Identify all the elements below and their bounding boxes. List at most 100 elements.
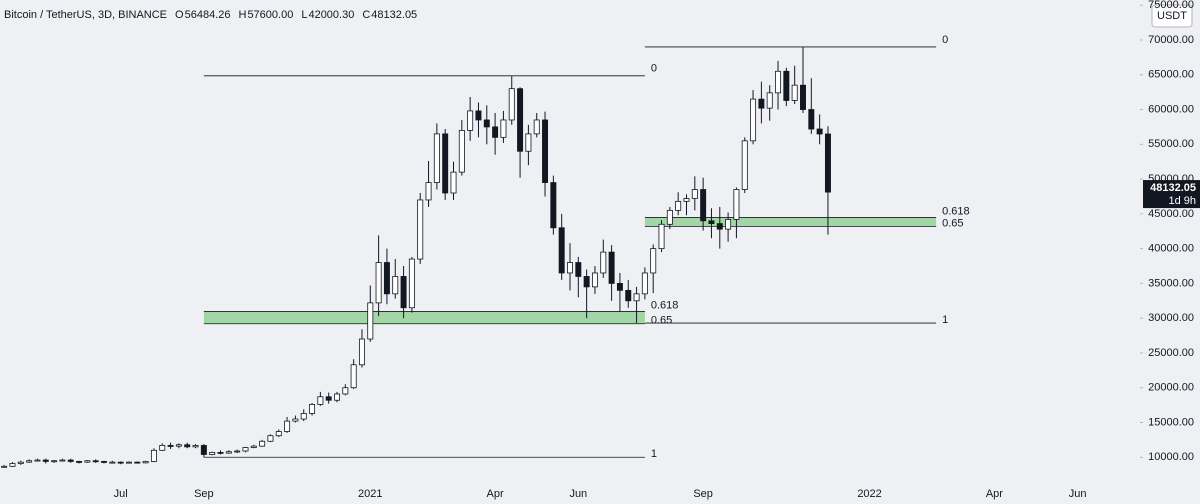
candle-body	[641, 272, 648, 295]
candle-body	[267, 435, 274, 442]
candle-body	[150, 449, 157, 462]
fib-label: 0.65	[942, 217, 963, 229]
ohlc-value: 57600.00	[247, 9, 293, 21]
y-tick-label: 30000.00	[1148, 312, 1194, 324]
fib-label: 0.618	[942, 205, 970, 217]
candle-body	[475, 110, 482, 121]
candle-body	[666, 209, 673, 225]
candle-body	[716, 223, 723, 230]
ohlc-letter: L	[301, 9, 307, 21]
candle-body	[824, 133, 831, 193]
fib-label: 1	[942, 314, 948, 326]
candle-body	[134, 461, 141, 464]
fib-zone	[644, 217, 937, 227]
ohlc-value: 48132.05	[371, 9, 417, 21]
candle-body	[325, 396, 332, 401]
candle-body	[67, 459, 74, 462]
countdown-label: 1d 9h	[1168, 195, 1196, 207]
candle-body	[725, 219, 732, 230]
candle-body	[125, 461, 132, 464]
candle-body	[800, 84, 806, 110]
y-tick-label: 70000.00	[1148, 34, 1194, 46]
candle-body	[442, 133, 449, 194]
candle-body	[1, 465, 8, 468]
candle-body	[650, 248, 657, 274]
candle-body	[575, 262, 582, 277]
candle-body	[600, 251, 607, 274]
candle-body	[467, 110, 474, 131]
x-tick-label: Jun	[569, 488, 587, 500]
candle-body	[658, 223, 665, 250]
candle-body	[92, 460, 99, 463]
candle-body	[558, 227, 565, 274]
candle-body	[175, 444, 182, 447]
candle-body	[533, 119, 540, 135]
candle-body	[408, 258, 415, 309]
candle-body	[417, 199, 424, 260]
y-tick-label: 40000.00	[1148, 243, 1194, 255]
ohlc-letter: C	[362, 9, 370, 21]
x-tick-label: Jun	[1069, 488, 1087, 500]
candle-body	[567, 262, 573, 274]
candle-body	[209, 451, 216, 455]
candle-body	[242, 447, 249, 452]
ohlc-value: 42000.30	[308, 9, 354, 21]
candle-body	[450, 171, 457, 194]
candle-body	[508, 88, 515, 121]
candle-body	[184, 444, 191, 448]
candle-body	[791, 84, 798, 101]
currency: USDT	[1157, 10, 1187, 22]
x-tick-label: 2022	[857, 488, 881, 500]
candle-body	[741, 140, 748, 190]
candle-body	[816, 128, 823, 135]
candle-body	[225, 451, 232, 454]
candle-body	[284, 420, 291, 432]
candle-body	[358, 338, 365, 366]
candle-body	[392, 276, 399, 295]
candle-body	[542, 119, 549, 183]
x-tick-label: Apr	[487, 488, 504, 500]
candle-body	[616, 283, 623, 291]
y-tick-label: 20000.00	[1148, 382, 1194, 394]
candle-body	[633, 293, 640, 302]
y-tick-label: 15000.00	[1148, 416, 1194, 428]
candle-body	[550, 182, 557, 229]
fib-label: 1	[651, 448, 657, 460]
candle-body	[309, 404, 316, 414]
fib-zone	[203, 311, 645, 324]
candle-body	[375, 262, 382, 304]
candle-body	[808, 109, 815, 130]
candle-body	[42, 459, 49, 462]
candle-body	[159, 445, 166, 451]
candle-body	[625, 289, 632, 302]
candle-body	[500, 119, 507, 138]
candle-body	[317, 396, 324, 405]
y-tick-label: 65000.00	[1148, 69, 1194, 81]
candle-body	[117, 461, 124, 464]
x-tick-label: Sep	[693, 488, 713, 500]
x-tick-label: Apr	[986, 488, 1003, 500]
candle-body	[26, 460, 33, 463]
candle-body	[492, 126, 499, 138]
y-tick-label: 60000.00	[1148, 103, 1194, 115]
y-tick-label: 10000.00	[1148, 451, 1194, 463]
y-tick-label: 25000.00	[1148, 347, 1194, 359]
candle-body	[17, 461, 24, 464]
candle-body	[101, 461, 107, 463]
candle-body	[675, 200, 682, 211]
candle-body	[517, 88, 524, 152]
candle-body	[525, 133, 532, 152]
ohlc-letter: H	[238, 9, 246, 21]
y-tick-label: 55000.00	[1148, 138, 1194, 150]
x-tick-label: 2021	[358, 488, 382, 500]
candle-body	[292, 418, 299, 422]
candle-body	[217, 451, 224, 454]
fib-label: 0	[942, 34, 948, 46]
candle-body	[400, 276, 407, 309]
candle-body	[367, 302, 374, 340]
candle-body	[34, 459, 41, 462]
chart-title: Bitcoin / TetherUS, 3D, BINANCE	[4, 9, 167, 21]
candle-body	[300, 413, 307, 420]
candle-body	[608, 251, 615, 284]
